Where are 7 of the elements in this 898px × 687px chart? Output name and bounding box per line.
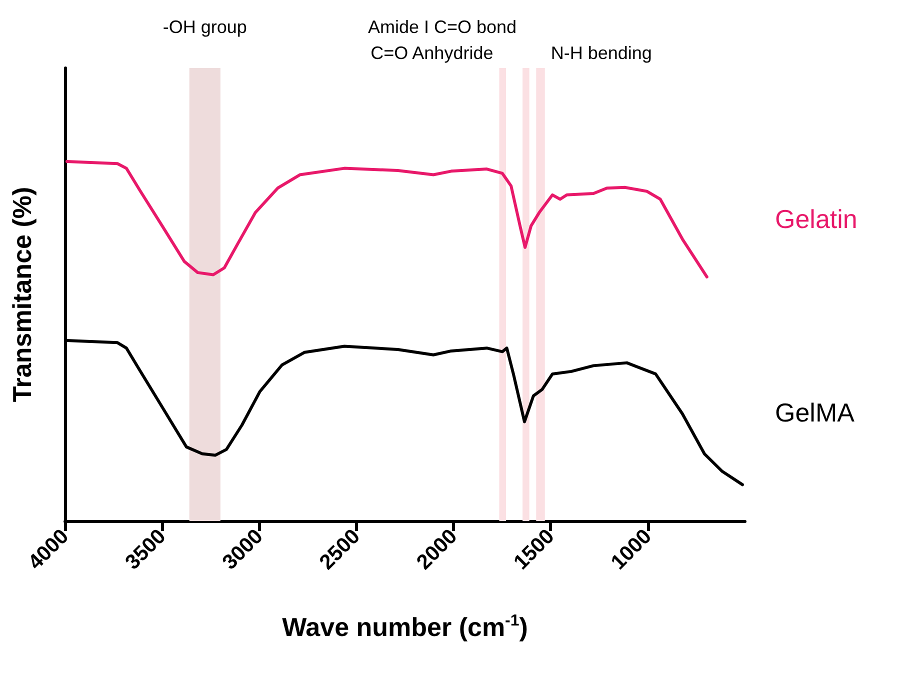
band-label: -OH group bbox=[162, 17, 247, 37]
text: Gelatin bbox=[775, 204, 858, 234]
band-label: N-H bending bbox=[550, 43, 652, 63]
text: GelMA bbox=[775, 398, 856, 428]
y-axis-title: Transmitance (%) bbox=[7, 186, 37, 402]
band-label: Amide I C=O bond bbox=[368, 17, 517, 37]
band-label: C=O Anhydride bbox=[370, 43, 494, 63]
